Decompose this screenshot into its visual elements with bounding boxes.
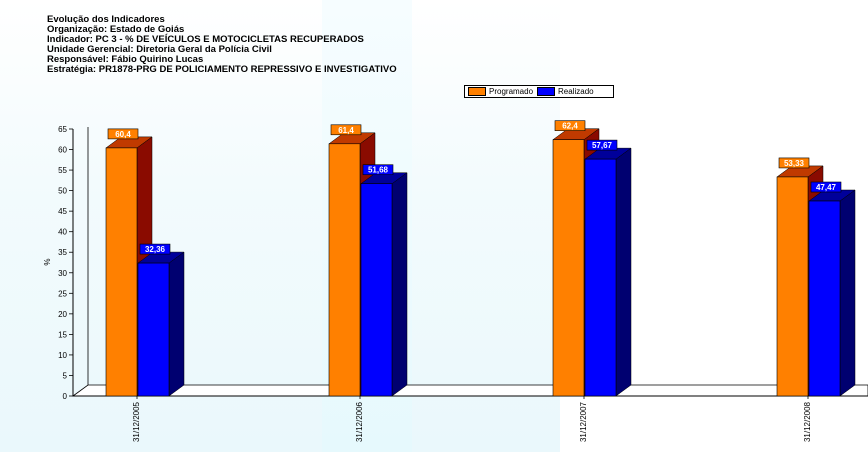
chart-header: Evolução dos Indicadores Organização: Es… — [47, 15, 397, 75]
y-tick-label: 25 — [58, 289, 67, 298]
data-label-programado-3: 53,33 — [784, 159, 805, 168]
x-tick-label: 31/12/2008 — [803, 401, 812, 442]
data-label-realizado-2: 57,67 — [592, 141, 613, 150]
y-axis-label: % — [43, 258, 52, 265]
bar-programado-1 — [328, 143, 361, 397]
background-tint — [0, 0, 560, 452]
y-tick-label: 30 — [58, 269, 67, 278]
y-tick-label: 5 — [63, 371, 68, 380]
legend-label-realizado: Realizado — [558, 87, 594, 96]
bar-realizado-1 — [360, 183, 393, 397]
legend-item-realizado: Realizado — [533, 86, 594, 97]
bar-side-realizado-2 — [615, 147, 632, 397]
y-tick-label: 20 — [58, 310, 67, 319]
bar-programado-3 — [776, 176, 809, 397]
data-label-box-programado-1 — [330, 124, 362, 136]
bar-side-realizado-0 — [168, 251, 185, 397]
y-tick-label: 0 — [63, 392, 68, 401]
y-tick-label: 50 — [58, 187, 67, 196]
x-tick-label: 31/12/2007 — [579, 401, 588, 442]
legend-swatch-realizado — [537, 87, 556, 96]
data-label-realizado-1: 51,68 — [368, 166, 389, 175]
bar-side-realizado-1 — [391, 172, 408, 397]
chart-axes: 0 5 10 15 20 25 30 35 40 45 50 55 60 65% 31/12/2005 31/… — [43, 125, 868, 442]
legend-swatch-programado — [468, 87, 486, 96]
data-label-box-realizado-0 — [139, 243, 171, 255]
chart-floor — [71, 384, 868, 397]
bar-side-realizado-3 — [839, 189, 856, 397]
bar-realizado-0 — [137, 262, 170, 397]
header-indicator: Indicador: PC 3 - % DE VEÍCULOS E MOTOCI… — [47, 34, 364, 45]
y-tick-label: 45 — [58, 207, 67, 216]
header-title: Evolução dos Indicadores — [47, 14, 165, 25]
x-tick-label: 31/12/2006 — [355, 401, 364, 442]
bar-realizado-2 — [584, 158, 617, 397]
y-tick-label: 65 — [58, 125, 67, 134]
data-label-realizado-3: 47,47 — [816, 183, 837, 192]
chart-legend: Programado Realizado — [464, 85, 614, 98]
y-tick-label: 55 — [58, 166, 67, 175]
data-label-programado-2: 62,4 — [562, 122, 578, 131]
data-label-box-programado-2 — [554, 120, 586, 131]
data-label-box-programado-0 — [107, 128, 139, 140]
header-organization: Organização: Estado de Goiás — [47, 24, 185, 35]
data-label-box-realizado-2 — [586, 139, 618, 151]
legend-item-programado: Programado — [465, 86, 533, 97]
y-tick-label: 35 — [58, 248, 67, 257]
bar-realizado-3 — [808, 200, 841, 397]
data-label-programado-0: 60,4 — [115, 130, 131, 139]
header-responsible: Responsável: Fábio Quirino Lucas — [47, 54, 204, 65]
bar-programado-2 — [552, 139, 585, 397]
data-label-box-realizado-1 — [362, 164, 394, 176]
data-label-box-realizado-3 — [810, 181, 842, 193]
header-strategy: Estratégia: PR1878-PRG DE POLICIAMENTO R… — [47, 64, 397, 75]
chart-bars: 60,4 32,36 61,4 51,68 62,4 57,67 53,33 47,47 — [105, 120, 856, 397]
data-label-realizado-0: 32,36 — [145, 245, 166, 254]
y-tick-label: 40 — [58, 228, 67, 237]
header-unit: Unidade Gerencial: Diretoria Geral da Po… — [47, 44, 272, 55]
y-tick-label: 15 — [58, 330, 67, 339]
bar-programado-0 — [105, 147, 138, 397]
x-tick-label: 31/12/2005 — [132, 401, 141, 442]
y-tick-label: 60 — [58, 146, 67, 155]
legend-label-programado: Programado — [489, 87, 534, 96]
y-tick-label: 10 — [58, 351, 67, 360]
data-label-box-programado-3 — [778, 157, 810, 169]
data-label-programado-1: 61,4 — [338, 126, 354, 135]
